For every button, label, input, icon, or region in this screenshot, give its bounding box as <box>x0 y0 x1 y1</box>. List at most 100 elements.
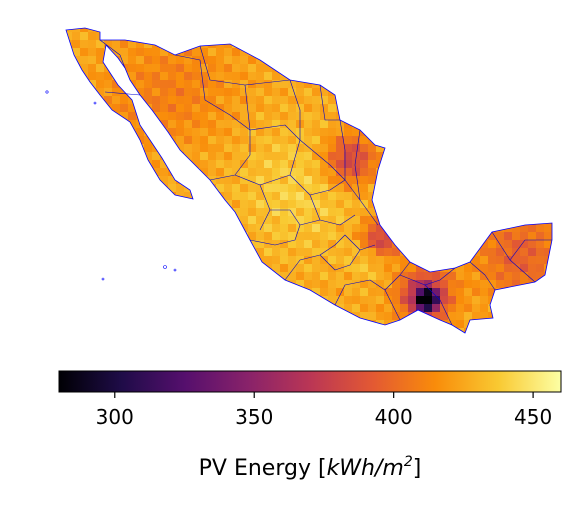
heatmap-cell <box>448 120 456 128</box>
heatmap-cell <box>248 112 256 120</box>
heatmap-cell <box>496 256 504 264</box>
heatmap-cell <box>112 288 120 296</box>
heatmap-cell <box>312 304 320 312</box>
heatmap-cell <box>464 336 472 344</box>
heatmap-cell <box>504 232 512 240</box>
heatmap-cell <box>520 136 528 144</box>
heatmap-cell <box>528 120 536 128</box>
heatmap-cell <box>432 280 440 288</box>
heatmap-cell <box>176 248 184 256</box>
heatmap-cell <box>416 28 424 32</box>
heatmap-cell <box>48 176 56 184</box>
heatmap-cell <box>376 328 384 333</box>
heatmap-cell <box>352 216 360 224</box>
heatmap-cell <box>240 64 248 72</box>
heatmap-cell <box>344 152 352 160</box>
heatmap-cell <box>72 136 80 144</box>
heatmap-cell <box>48 216 56 224</box>
heatmap-cell <box>472 264 480 272</box>
heatmap-cell <box>128 168 136 176</box>
heatmap-cell <box>128 160 136 168</box>
heatmap-cell <box>224 184 232 192</box>
heatmap-cell <box>456 216 464 224</box>
heatmap-cell <box>368 328 376 333</box>
heatmap-cell <box>512 280 520 288</box>
heatmap-cell <box>232 312 240 320</box>
heatmap-cell <box>128 272 136 280</box>
heatmap-cell <box>360 32 368 40</box>
heatmap-cell <box>176 80 184 88</box>
heatmap-cell <box>408 56 416 64</box>
heatmap-cell <box>208 256 216 264</box>
heatmap-cell <box>392 296 400 304</box>
heatmap-cell <box>464 264 472 272</box>
heatmap-cell <box>80 264 88 272</box>
heatmap-cell <box>544 96 552 104</box>
heatmap-cell <box>544 296 552 304</box>
heatmap-cell <box>344 104 352 112</box>
heatmap-cell <box>224 328 232 333</box>
heatmap-cell <box>536 72 544 80</box>
heatmap-cell <box>544 136 552 144</box>
heatmap-cell <box>104 232 112 240</box>
heatmap-cell <box>368 184 376 192</box>
heatmap-cell <box>144 200 152 208</box>
heatmap-cell <box>152 336 160 344</box>
heatmap-cell <box>208 112 216 120</box>
heatmap-cell <box>144 88 152 96</box>
heatmap-cell <box>104 176 112 184</box>
heatmap-cell <box>72 320 80 328</box>
heatmap-cell <box>208 128 216 136</box>
heatmap-cell <box>128 28 136 32</box>
heatmap-cell <box>232 296 240 304</box>
heatmap-cell <box>120 152 128 160</box>
heatmap-cell <box>472 256 480 264</box>
heatmap-cell <box>66 176 72 184</box>
heatmap-cell <box>328 80 336 88</box>
heatmap-cell <box>192 312 200 320</box>
heatmap-cell <box>424 288 432 296</box>
heatmap-cell <box>368 216 376 224</box>
heatmap-cell <box>464 216 472 224</box>
heatmap-cell <box>296 160 304 168</box>
heatmap-cell <box>392 168 400 176</box>
heatmap-cell <box>104 240 112 248</box>
heatmap-cell <box>296 280 304 288</box>
heatmap-cell <box>88 264 96 272</box>
heatmap-cell <box>224 248 232 256</box>
heatmap-cell <box>352 224 360 232</box>
heatmap-cell <box>496 128 504 136</box>
heatmap-cell <box>528 216 536 224</box>
heatmap-cell <box>424 200 432 208</box>
heatmap-cell <box>552 336 560 344</box>
heatmap-cell <box>200 28 208 32</box>
heatmap-cell <box>400 152 408 160</box>
heatmap-cell <box>200 296 208 304</box>
heatmap-cell <box>80 232 88 240</box>
heatmap-cell <box>336 56 344 64</box>
heatmap-cell <box>66 64 72 72</box>
heatmap-cell <box>88 48 96 56</box>
heatmap-cell <box>328 184 336 192</box>
heatmap-cell <box>456 128 464 136</box>
heatmap-cell <box>88 328 96 333</box>
heatmap-cell <box>504 144 512 152</box>
heatmap-cell <box>408 200 416 208</box>
heatmap-cell <box>88 128 96 136</box>
heatmap-cell <box>312 128 320 136</box>
heatmap-cell <box>120 144 128 152</box>
heatmap-cell <box>424 176 432 184</box>
heatmap-cell <box>88 272 96 280</box>
heatmap-cell <box>128 232 136 240</box>
heatmap-cell <box>280 28 288 32</box>
heatmap-cell <box>66 272 72 280</box>
heatmap-cell <box>360 144 368 152</box>
heatmap-cell <box>528 48 536 56</box>
heatmap-cell <box>304 160 312 168</box>
heatmap-cell <box>128 240 136 248</box>
heatmap-cell <box>384 272 392 280</box>
heatmap-cell <box>80 80 88 88</box>
heatmap-cell <box>192 88 200 96</box>
heatmap-cell <box>264 296 272 304</box>
heatmap-cell <box>232 248 240 256</box>
